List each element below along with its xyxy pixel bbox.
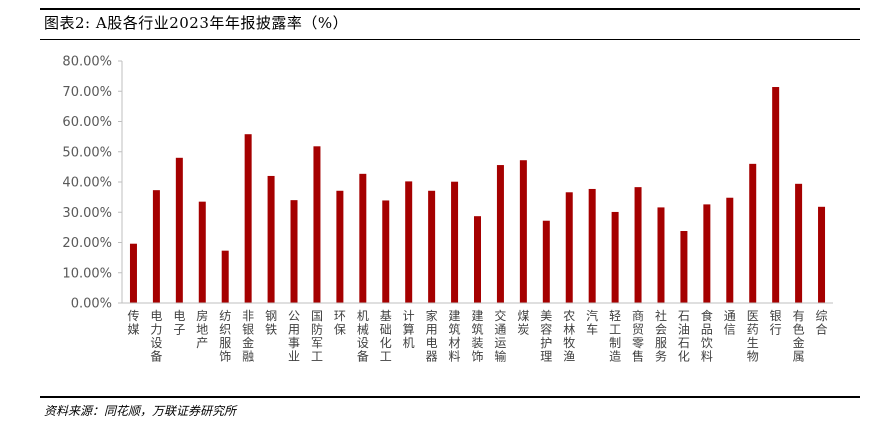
bar [359,173,367,303]
bar [818,206,826,303]
x-tick-label: 建筑材料 [449,309,461,364]
y-tick-label: 0.00% [71,297,112,312]
bar [474,216,481,303]
y-tick-label: 80.00% [62,55,112,70]
y-tick-label: 60.00% [62,115,112,130]
x-tick-label: 通信 [724,309,736,337]
x-tick-label: 纺织服饰 [219,309,231,364]
bar [152,190,160,303]
y-tick-label: 50.00% [62,145,112,160]
y-tick-label: 10.00% [62,266,112,281]
y-tick-label: 20.00% [62,236,112,251]
bar [244,134,252,303]
bottom-rule [40,396,860,398]
x-tick-label: 机械设备 [357,309,369,364]
y-tick-label: 30.00% [62,206,112,221]
x-tick-label: 食品饮料 [701,308,713,364]
x-tick-label: 美容护理 [540,309,552,364]
x-tick-label: 煤炭 [517,309,529,337]
bar [680,231,688,303]
figure-title: 图表2: A股各行业2023年年报披露率（%） [44,14,349,32]
bar [634,187,642,303]
bar [496,165,504,303]
bar [336,190,344,303]
bar [657,207,665,303]
x-tick-label: 电力设备 [150,309,162,364]
x-tick-label: 医药生物 [747,309,759,364]
x-tick-label: 轻工制造 [609,309,621,364]
x-tick-label: 综合 [816,309,828,337]
bars [129,87,826,303]
bar [772,87,780,303]
source-note: 资料来源：同花顺，万联证券研究所 [44,404,237,418]
bar [795,183,803,303]
bar [703,204,711,303]
x-tick-label: 交通运输 [494,308,506,364]
x-tick-label: 基础化工 [380,309,392,364]
bar [565,192,573,303]
x-tick-label: 公用事业 [288,309,300,364]
x-tick-label: 有色金属 [793,309,805,364]
x-tick-label: 房地产 [196,308,208,350]
x-tick-label: 国防军工 [311,309,323,364]
x-tick-label: 电子 [173,309,185,337]
title-rule [40,39,860,40]
top-rule [40,8,860,10]
bar [198,201,206,303]
x-tick-label: 社会服务 [655,308,667,364]
bar [519,160,527,303]
x-tick-label: 钢铁 [265,309,277,337]
x-tick-label: 银行 [770,309,782,337]
bar [382,200,390,303]
x-tick-label: 计算机 [403,309,415,350]
bar [726,197,734,303]
bar [405,181,413,303]
x-tick-label: 商贸零售 [632,308,644,364]
bar [175,157,183,303]
bar [749,163,757,303]
bar [313,146,321,303]
bar [542,220,550,303]
x-tick-label: 石油石化 [678,309,690,364]
x-tick-label: 农林牧渔 [563,309,575,364]
x-axis: 传媒电力设备电子房地产纺织服饰非银金融钢铁公用事业国防军工环保机械设备基础化工计… [122,302,833,364]
bar [451,181,459,303]
bar [611,211,619,303]
bar [428,190,436,303]
bar [267,175,275,303]
x-tick-label: 非银金融 [242,309,254,364]
x-tick-label: 汽车 [586,308,598,337]
x-tick-label: 建筑装饰 [471,309,483,364]
y-tick-label: 40.00% [62,176,112,191]
y-axis: 0.00% 10.00% 20.00% 30.00% 40.00% 50.00% 60.00… [62,55,123,312]
x-tick-label: 环保 [334,309,346,337]
y-tick-label: 70.00% [62,85,112,100]
x-tick-label: 传媒 [127,308,139,337]
bar [290,200,298,303]
x-tick-label: 家用电器 [426,308,438,364]
bar [588,188,596,303]
bar [221,250,229,303]
bar [129,243,137,303]
